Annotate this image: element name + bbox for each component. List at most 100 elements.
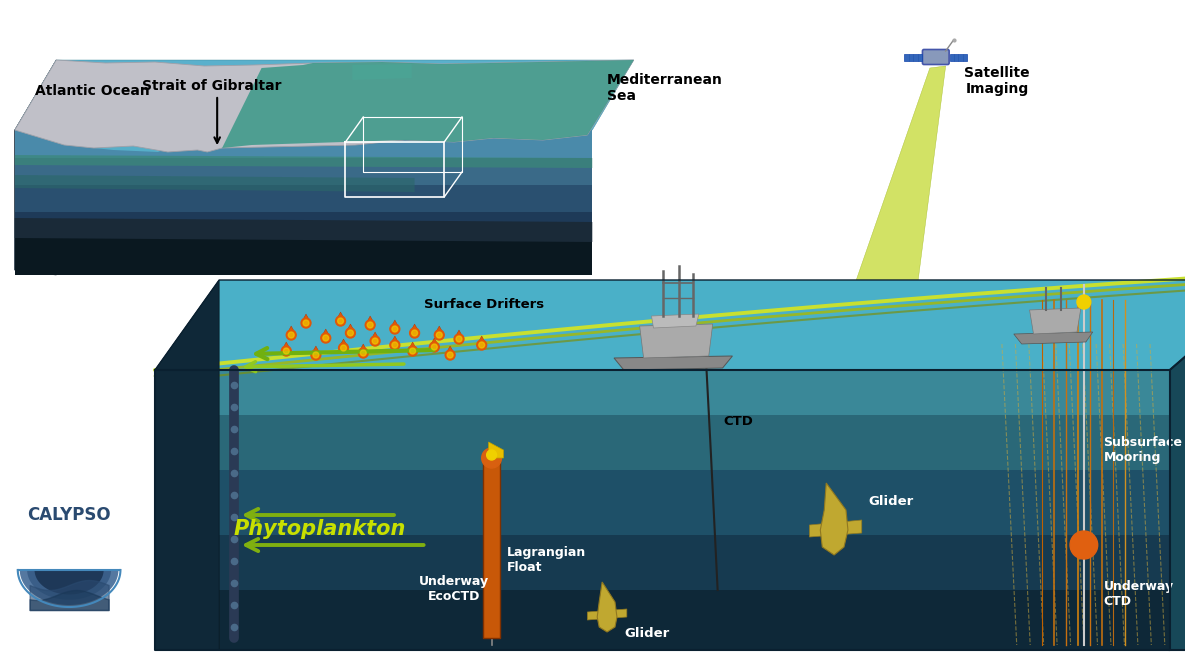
Polygon shape: [14, 60, 634, 130]
Polygon shape: [346, 324, 355, 333]
Circle shape: [341, 345, 347, 351]
Polygon shape: [390, 320, 400, 329]
Polygon shape: [14, 212, 593, 235]
Circle shape: [365, 320, 376, 330]
Polygon shape: [359, 344, 368, 353]
Circle shape: [370, 336, 380, 346]
Polygon shape: [155, 590, 1170, 650]
Circle shape: [288, 332, 294, 338]
Circle shape: [476, 340, 487, 350]
Circle shape: [392, 326, 398, 332]
Polygon shape: [14, 238, 593, 270]
Polygon shape: [14, 218, 593, 242]
Polygon shape: [287, 326, 296, 335]
Text: CTD: CTD: [724, 415, 754, 428]
Polygon shape: [370, 332, 380, 341]
Polygon shape: [430, 338, 439, 347]
Text: Phytoplankton: Phytoplankton: [234, 519, 407, 539]
Polygon shape: [311, 346, 320, 355]
Circle shape: [372, 338, 378, 344]
Polygon shape: [320, 329, 331, 338]
Circle shape: [337, 318, 343, 324]
Text: Glider: Glider: [625, 627, 670, 640]
Bar: [949, 54, 967, 61]
Circle shape: [409, 348, 415, 354]
Polygon shape: [14, 175, 414, 192]
Polygon shape: [829, 66, 946, 358]
Polygon shape: [821, 483, 848, 555]
Polygon shape: [390, 336, 400, 345]
Text: Mediterranean
Sea: Mediterranean Sea: [607, 73, 722, 103]
Polygon shape: [365, 316, 376, 325]
Circle shape: [281, 346, 292, 356]
Circle shape: [367, 322, 373, 328]
Circle shape: [487, 450, 497, 460]
Polygon shape: [408, 342, 418, 351]
Polygon shape: [155, 280, 1200, 370]
Circle shape: [392, 342, 398, 348]
Circle shape: [431, 344, 437, 350]
Circle shape: [437, 332, 443, 338]
Text: Subsurface
Mooring: Subsurface Mooring: [1104, 436, 1183, 464]
Circle shape: [348, 330, 353, 336]
Polygon shape: [14, 60, 209, 152]
Circle shape: [320, 333, 331, 343]
Circle shape: [313, 352, 319, 358]
Circle shape: [448, 352, 454, 358]
Polygon shape: [810, 520, 862, 537]
Circle shape: [454, 334, 464, 344]
Text: Strait of Gibraltar: Strait of Gibraltar: [143, 79, 282, 93]
Polygon shape: [614, 356, 732, 370]
Polygon shape: [14, 130, 593, 158]
Polygon shape: [598, 582, 617, 632]
Polygon shape: [482, 458, 500, 638]
Polygon shape: [35, 570, 103, 595]
Bar: [905, 54, 922, 61]
Polygon shape: [434, 326, 444, 335]
Text: Underway
EcoCTD: Underway EcoCTD: [419, 575, 490, 603]
Polygon shape: [281, 342, 292, 351]
Polygon shape: [155, 370, 1170, 415]
Text: Satellite
Imaging: Satellite Imaging: [964, 66, 1030, 96]
Circle shape: [445, 350, 455, 360]
Polygon shape: [14, 60, 634, 152]
Polygon shape: [353, 64, 412, 80]
Circle shape: [1070, 531, 1098, 559]
Polygon shape: [19, 570, 119, 605]
Circle shape: [390, 324, 400, 334]
Text: Surface Drifters: Surface Drifters: [425, 298, 545, 311]
Circle shape: [456, 336, 462, 342]
Circle shape: [479, 342, 485, 348]
Polygon shape: [488, 442, 504, 458]
Circle shape: [336, 316, 346, 326]
Polygon shape: [222, 60, 634, 148]
Polygon shape: [1030, 308, 1081, 334]
Text: Lagrangian
Float: Lagrangian Float: [506, 546, 586, 574]
Text: Atlantic Ocean: Atlantic Ocean: [35, 84, 149, 98]
Polygon shape: [14, 185, 593, 212]
Polygon shape: [155, 415, 1170, 470]
Polygon shape: [338, 339, 348, 348]
Circle shape: [481, 448, 502, 468]
Polygon shape: [14, 235, 593, 270]
Circle shape: [408, 346, 418, 356]
Circle shape: [360, 350, 366, 356]
Circle shape: [412, 330, 418, 336]
Text: Glider: Glider: [869, 495, 914, 508]
Polygon shape: [336, 312, 346, 321]
Circle shape: [1076, 295, 1091, 309]
Circle shape: [304, 320, 308, 326]
Circle shape: [287, 330, 296, 340]
Polygon shape: [1014, 332, 1093, 344]
Polygon shape: [14, 60, 56, 270]
Polygon shape: [476, 336, 487, 345]
Circle shape: [434, 330, 444, 340]
Circle shape: [430, 342, 439, 352]
Polygon shape: [14, 270, 593, 275]
Polygon shape: [445, 346, 455, 355]
Text: Underway
CTD: Underway CTD: [1104, 580, 1174, 608]
Polygon shape: [1170, 280, 1200, 650]
Polygon shape: [409, 324, 420, 333]
Polygon shape: [301, 314, 311, 323]
Circle shape: [323, 335, 329, 341]
